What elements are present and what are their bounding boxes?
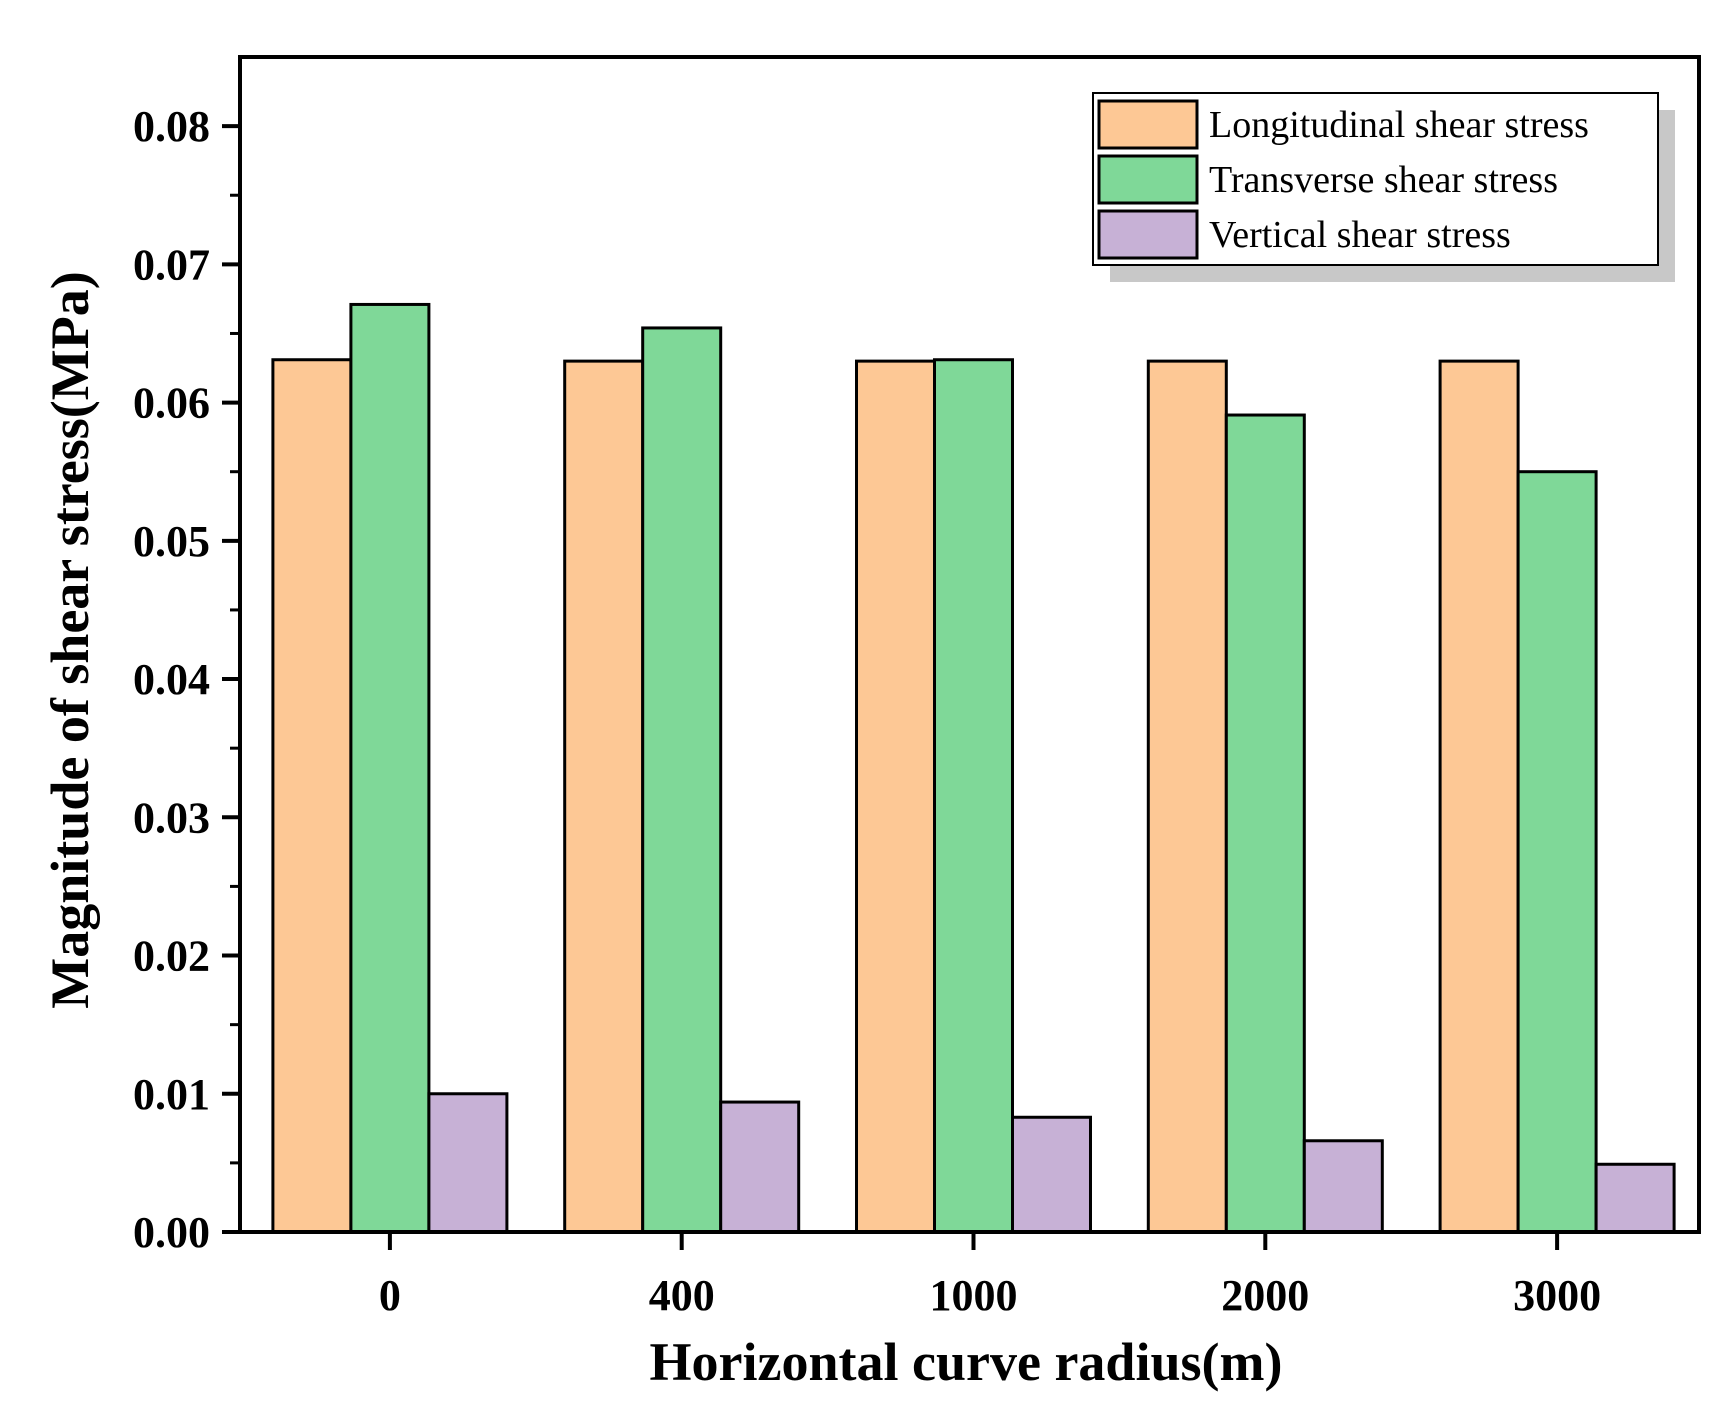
y-tick-label: 0.05 (133, 517, 210, 566)
bar-vertical-400 (719, 1100, 801, 1234)
bar-transverse-400 (641, 326, 723, 1234)
axes-layer: 0.00 0.01 0.02 0.03 0.04 0.05 0.06 0.07 0.08 0 400… (133, 55, 1701, 1320)
legend-label: Longitudinal shear stress (1209, 104, 1589, 146)
bar-longitudinal-400 (563, 359, 645, 1234)
y-tick-label: 0.06 (133, 379, 210, 428)
bar-transverse-2000 (1224, 413, 1306, 1234)
bar-transverse-0 (349, 302, 431, 1234)
x-tick-label: 0 (379, 1271, 401, 1320)
y-tick-label: 0.03 (133, 793, 210, 842)
legend-label: Transverse shear stress (1209, 159, 1558, 201)
y-tick-label: 0.08 (133, 102, 210, 151)
bar-longitudinal-0 (271, 358, 353, 1234)
legend: Longitudinal shear stress Transverse shea… (1092, 92, 1675, 282)
bars-layer (271, 302, 1676, 1234)
legend-label: Vertical shear stress (1209, 214, 1511, 256)
bar-transverse-1000 (933, 358, 1014, 1234)
bar-longitudinal-3000 (1438, 359, 1520, 1234)
x-tick-label: 2000 (1221, 1271, 1309, 1320)
x-tick-label: 400 (649, 1271, 715, 1320)
y-tick-label: 0.07 (133, 240, 210, 289)
x-axis-title: Horizontal curve radius(m) (650, 1332, 1283, 1392)
y-tick-label: 0.02 (133, 932, 210, 981)
bar-vertical-0 (427, 1092, 509, 1234)
legend-swatch-longitudinal (1097, 99, 1199, 150)
bar-longitudinal-2000 (1146, 359, 1228, 1234)
bar-vertical-2000 (1302, 1139, 1384, 1234)
legend-swatch-vertical (1097, 209, 1199, 260)
x-tick-label: 3000 (1513, 1271, 1601, 1320)
y-tick-label: 0.04 (133, 655, 210, 704)
legend-swatch-transverse (1097, 154, 1199, 205)
x-tick-label: 1000 (930, 1271, 1018, 1320)
bar-longitudinal-1000 (855, 359, 936, 1234)
bar-vertical-3000 (1594, 1162, 1676, 1234)
y-tick-label: 0.01 (133, 1070, 210, 1119)
y-tick-label: 0.00 (133, 1208, 210, 1257)
plot-frame (238, 55, 1701, 1234)
bar-transverse-3000 (1516, 470, 1598, 1234)
y-axis-title: Magnitude of shear stress(MPa) (40, 271, 100, 1008)
bar-vertical-1000 (1011, 1115, 1092, 1234)
